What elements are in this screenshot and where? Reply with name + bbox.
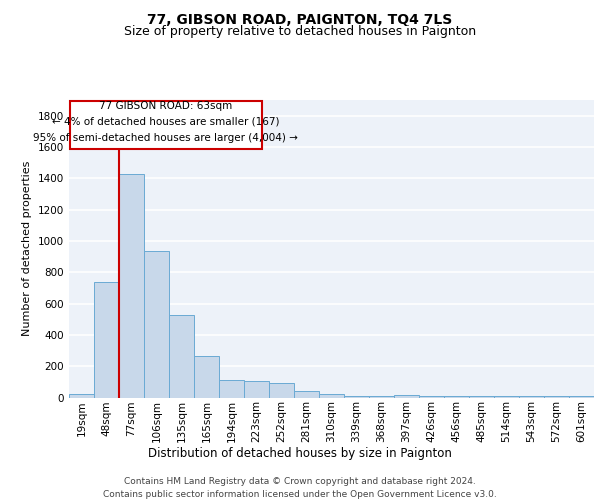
Text: Size of property relative to detached houses in Paignton: Size of property relative to detached ho… bbox=[124, 25, 476, 38]
Text: 77, GIBSON ROAD, PAIGNTON, TQ4 7LS: 77, GIBSON ROAD, PAIGNTON, TQ4 7LS bbox=[148, 12, 452, 26]
Bar bbox=[119, 174, 144, 398]
Bar bbox=[219, 380, 244, 398]
Bar bbox=[69, 394, 94, 398]
Bar bbox=[569, 396, 594, 398]
Bar bbox=[519, 396, 544, 398]
Bar bbox=[269, 384, 294, 398]
Bar bbox=[94, 282, 119, 398]
Text: ← 4% of detached houses are smaller (167): ← 4% of detached houses are smaller (167… bbox=[52, 117, 279, 127]
Bar bbox=[319, 394, 344, 398]
Text: 95% of semi-detached houses are larger (4,004) →: 95% of semi-detached houses are larger (… bbox=[33, 132, 298, 142]
Bar bbox=[294, 391, 319, 398]
Bar bbox=[419, 396, 444, 398]
Bar bbox=[144, 251, 169, 398]
Bar bbox=[469, 396, 494, 398]
Text: 77 GIBSON ROAD: 63sqm: 77 GIBSON ROAD: 63sqm bbox=[99, 102, 232, 112]
Text: Distribution of detached houses by size in Paignton: Distribution of detached houses by size … bbox=[148, 448, 452, 460]
Text: Contains HM Land Registry data © Crown copyright and database right 2024.
Contai: Contains HM Land Registry data © Crown c… bbox=[103, 478, 497, 499]
Bar bbox=[394, 395, 419, 398]
Bar bbox=[244, 381, 269, 398]
Bar bbox=[544, 396, 569, 398]
Bar bbox=[169, 314, 194, 398]
Bar bbox=[344, 396, 369, 398]
Bar bbox=[369, 396, 394, 398]
FancyBboxPatch shape bbox=[70, 101, 262, 148]
Bar bbox=[444, 396, 469, 398]
Bar bbox=[494, 396, 519, 398]
Y-axis label: Number of detached properties: Number of detached properties bbox=[22, 161, 32, 336]
Bar bbox=[194, 356, 219, 398]
